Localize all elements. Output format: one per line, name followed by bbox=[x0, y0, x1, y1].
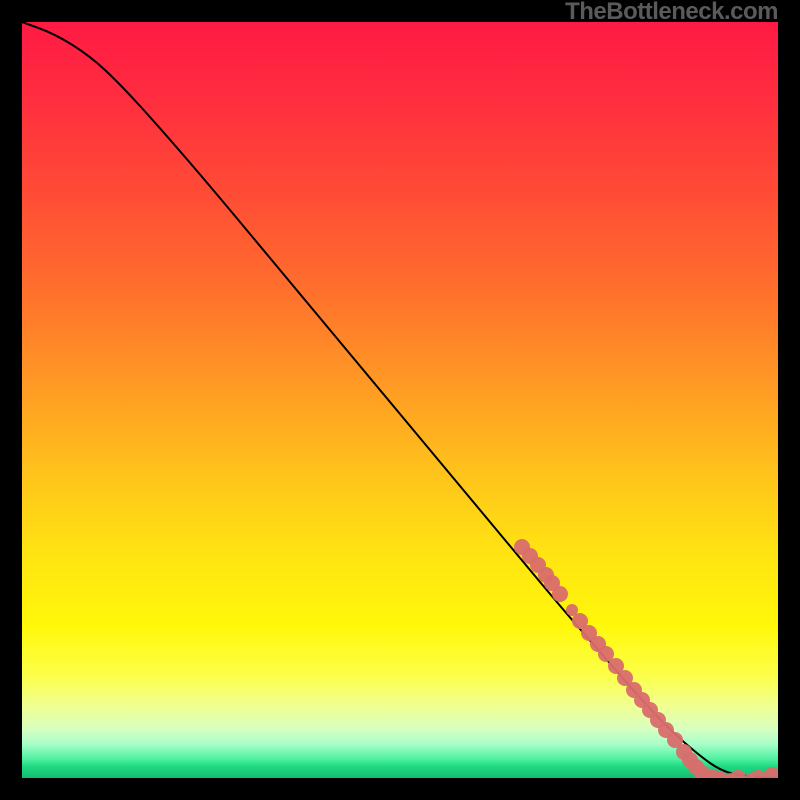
gradient-background bbox=[22, 22, 778, 778]
data-marker bbox=[552, 586, 568, 602]
chart-svg bbox=[22, 22, 778, 778]
chart-frame bbox=[22, 22, 778, 778]
watermark-text: TheBottleneck.com bbox=[565, 0, 778, 26]
